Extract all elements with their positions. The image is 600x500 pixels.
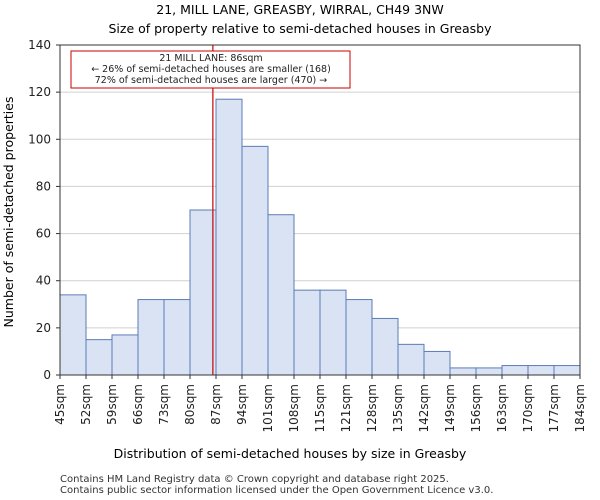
y-tick-label: 140 [28,38,51,52]
x-axis-ticks: 45sqm 52sqm 59sqm 66sqm 73sqm 80sqm 87sqm 94sqm… [53,375,587,432]
x-tick-label: 80sqm [183,384,197,425]
bar [527,365,555,376]
footer-line2: Contains public sector information licen… [60,485,494,496]
x-tick-label: 170sqm [521,384,535,432]
annotation-box: 21 MILL LANE: 86sqm ← 26% of semi-detach… [70,50,351,89]
x-tick-label: 59sqm [105,384,119,425]
bar [553,365,581,376]
bar [189,209,217,376]
annotation-line2: ← 26% of semi-detached houses are smalle… [91,64,331,75]
bar [85,339,113,376]
x-tick-label: 156sqm [469,384,483,432]
x-tick-label: 163sqm [495,384,509,432]
bar [163,299,191,376]
y-tick-label: 100 [28,132,51,146]
x-tick-label: 52sqm [79,384,93,425]
x-tick-label: 184sqm [573,384,587,432]
bar [59,294,87,376]
x-tick-label: 149sqm [443,384,457,432]
x-tick-label: 101sqm [261,384,275,432]
bar [215,98,243,376]
x-tick-label: 135sqm [391,384,405,432]
bar [345,299,373,376]
y-axis-ticks: 0 20 40 60 80 100 120 140 [28,38,60,382]
y-tick-label: 40 [36,274,51,288]
x-axis-label: Distribution of semi-detached houses by … [114,446,467,461]
bar [137,299,165,376]
x-tick-label: 94sqm [235,384,249,425]
y-tick-label: 80 [36,179,51,193]
x-tick-label: 128sqm [365,384,379,432]
bar [111,334,139,376]
x-tick-label: 66sqm [131,384,145,425]
x-tick-label: 73sqm [157,384,171,425]
bar [319,289,347,376]
x-tick-label: 87sqm [209,384,223,425]
y-axis-label: Number of semi-detached properties [1,97,16,328]
x-tick-label: 108sqm [287,384,301,432]
y-tick-label: 20 [36,321,51,335]
footer-line1: Contains HM Land Registry data © Crown c… [60,474,449,485]
bar [501,365,529,376]
chart-title-line1: 21, MILL LANE, GREASBY, WIRRAL, CH49 3NW [156,2,444,17]
y-tick-label: 60 [36,227,51,241]
y-tick-label: 0 [43,368,51,382]
x-tick-label: 177sqm [547,384,561,432]
bars [59,98,581,376]
bar [267,214,295,376]
x-tick-label: 115sqm [313,384,327,432]
annotation-frame [70,50,351,89]
bar [371,317,399,376]
bar [397,343,425,376]
annotation-line1: 21 MILL LANE: 86sqm [159,53,262,64]
x-tick-label: 121sqm [339,384,353,432]
bar [475,367,503,376]
y-tick-label: 120 [28,85,51,99]
bar [293,289,321,376]
annotation-line3: 72% of semi-detached houses are larger (… [95,75,328,86]
bar [449,367,477,376]
bar [423,350,451,376]
x-tick-label: 45sqm [53,384,67,425]
chart-title-line2: Size of property relative to semi-detach… [108,21,492,36]
x-tick-label: 142sqm [417,384,431,432]
bar [241,145,269,376]
